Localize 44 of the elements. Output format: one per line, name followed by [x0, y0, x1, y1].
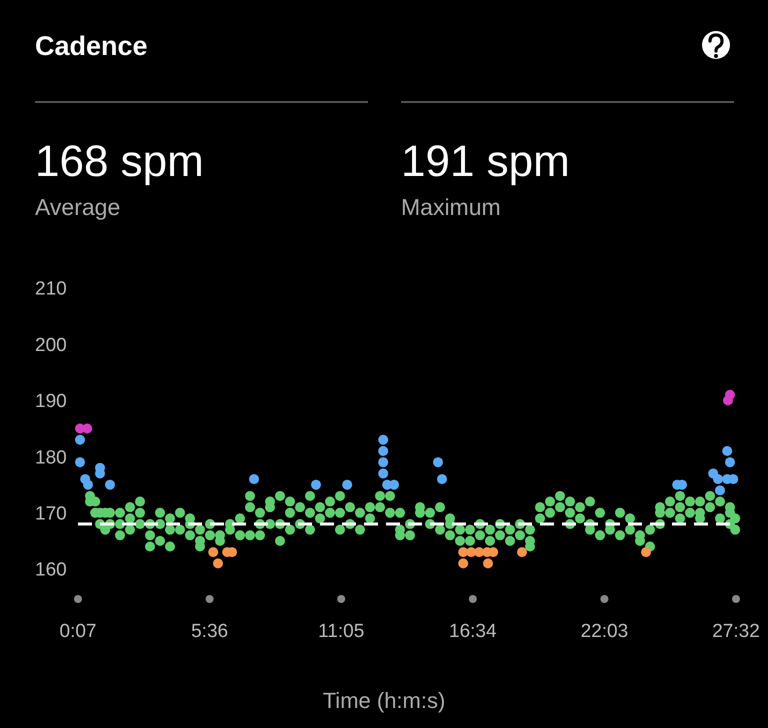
text: Average: [35, 194, 120, 220]
point: [82, 424, 92, 434]
point: [722, 446, 732, 456]
point: [83, 480, 93, 490]
x-tick-label: 16:34: [449, 621, 498, 642]
point: [378, 468, 388, 478]
point: [641, 547, 651, 558]
x-tick-label: 11:05: [318, 621, 364, 642]
point: [75, 457, 85, 468]
point: [378, 457, 388, 468]
x-tick-label: 27:32: [712, 621, 760, 642]
y-tick-label: 190: [35, 391, 67, 412]
x-tick-label: 0:07: [60, 621, 96, 642]
point: [725, 390, 735, 400]
point: [378, 446, 388, 456]
point: [517, 547, 527, 558]
text: 191 spm: [401, 137, 570, 186]
x-tick-label: 5:36: [191, 621, 228, 642]
point: [75, 434, 85, 445]
x-axis-title: Time (h:m:s): [322, 688, 446, 713]
point: [311, 480, 321, 490]
text: Maximum: [401, 194, 501, 220]
point: [483, 558, 493, 568]
point: [725, 457, 735, 468]
point: [437, 474, 447, 484]
point: [715, 485, 725, 496]
y-tick-label: 200: [35, 334, 67, 356]
point: [433, 457, 443, 468]
point: [213, 558, 223, 568]
point: [208, 547, 218, 558]
x-tick-label: 22:03: [580, 621, 628, 642]
y-tick-label: 210: [35, 278, 67, 300]
point: [105, 480, 115, 490]
text: 168 spm: [35, 137, 204, 186]
point: [378, 434, 388, 445]
y-tick-label: 170: [35, 503, 67, 524]
point: [458, 558, 468, 568]
chart-title: Cadence: [35, 31, 148, 61]
y-tick-label: 160: [35, 560, 67, 581]
point: [249, 474, 259, 484]
point: [342, 480, 352, 490]
y-tick-label: 180: [35, 447, 67, 468]
point: [389, 480, 399, 490]
point: [713, 474, 723, 484]
